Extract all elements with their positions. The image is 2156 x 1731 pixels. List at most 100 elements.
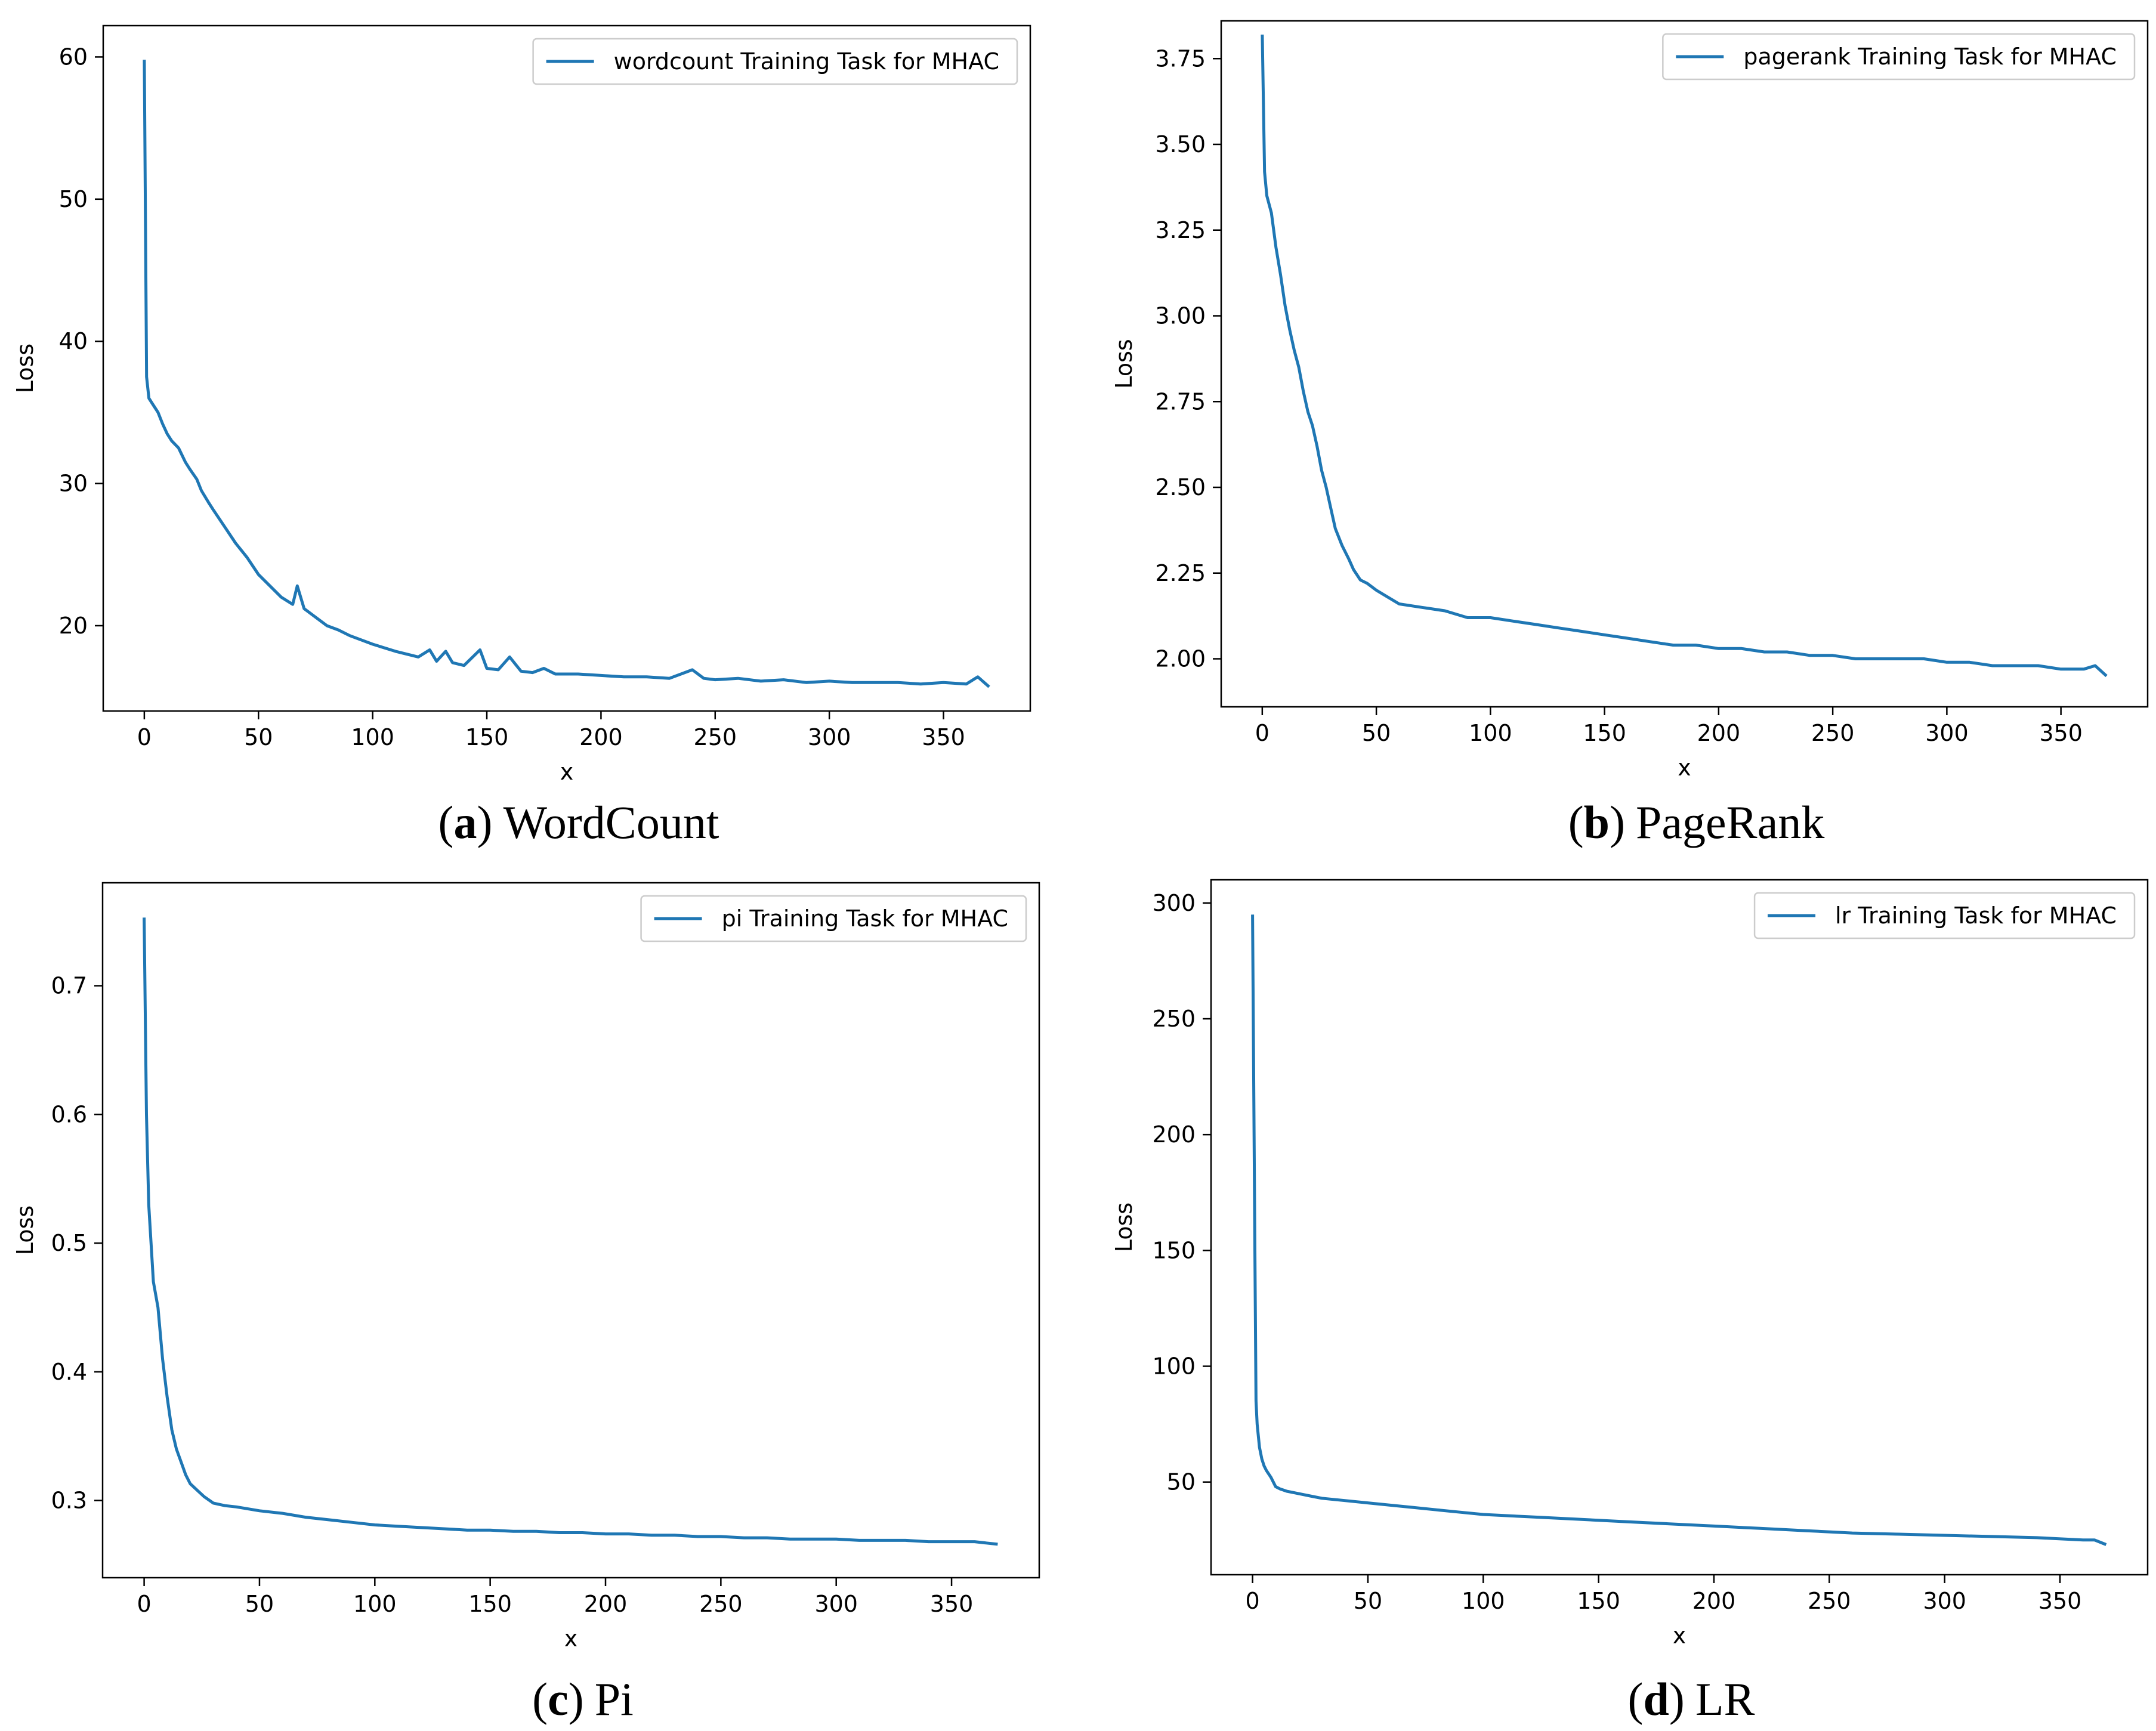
legend-label: pi Training Task for MHAC bbox=[722, 905, 1008, 932]
y-tick-label: 60 bbox=[59, 44, 88, 70]
plot-frame bbox=[102, 24, 1031, 712]
y-tick-label: 3.00 bbox=[1155, 303, 1206, 329]
legend-label: wordcount Training Task for MHAC bbox=[614, 48, 999, 75]
x-tick-label: 200 bbox=[1697, 720, 1741, 746]
x-tick-label: 100 bbox=[351, 724, 394, 750]
y-axis-label: Loss bbox=[12, 344, 38, 393]
x-tick-label: 150 bbox=[468, 1591, 512, 1617]
y-tick-label: 3.25 bbox=[1155, 217, 1206, 243]
y-tick-label: 100 bbox=[1152, 1353, 1196, 1380]
y-tick-label: 3.75 bbox=[1155, 45, 1206, 72]
series-line-c bbox=[143, 917, 998, 1546]
y-axis-label: Loss bbox=[1111, 339, 1137, 388]
x-tick-label: 350 bbox=[2038, 1588, 2082, 1614]
y-tick-label: 300 bbox=[1152, 890, 1196, 916]
y-tick-label: 40 bbox=[59, 328, 88, 354]
x-tick-label: 300 bbox=[1923, 1588, 1966, 1614]
y-tick-label: 2.50 bbox=[1155, 474, 1206, 500]
x-tick-label: 150 bbox=[1577, 1588, 1620, 1614]
caption-close: ) bbox=[569, 1673, 584, 1725]
legend-box bbox=[1753, 892, 2136, 939]
x-tick-label: 0 bbox=[1246, 1588, 1260, 1614]
caption-letter: a bbox=[453, 796, 477, 848]
caption-letter: d bbox=[1643, 1673, 1669, 1725]
legend: pagerank Training Task for MHAC bbox=[1662, 33, 2136, 81]
x-tick-label: 50 bbox=[1362, 720, 1391, 746]
legend-box bbox=[1662, 33, 2136, 81]
legend: pi Training Task for MHAC bbox=[640, 895, 1027, 942]
caption-text: WordCount bbox=[503, 796, 719, 848]
legend-label: lr Training Task for MHAC bbox=[1835, 902, 2117, 929]
panel-caption: (c) Pi bbox=[532, 1673, 634, 1725]
plot-frame bbox=[1220, 20, 2149, 708]
caption-text: Pi bbox=[595, 1673, 634, 1725]
caption-letter: b bbox=[1584, 796, 1610, 848]
series-line-d bbox=[1251, 914, 2107, 1546]
y-tick-label: 0.4 bbox=[51, 1359, 87, 1385]
x-tick-label: 350 bbox=[922, 724, 965, 750]
x-tick-label: 250 bbox=[694, 724, 737, 750]
caption-close: ) bbox=[1610, 796, 1625, 848]
y-tick-label: 0.5 bbox=[51, 1230, 87, 1256]
x-tick-label: 100 bbox=[353, 1591, 397, 1617]
y-tick-label: 200 bbox=[1152, 1121, 1196, 1148]
y-tick-label: 2.25 bbox=[1155, 560, 1206, 586]
y-tick-label: 150 bbox=[1152, 1237, 1196, 1263]
y-tick-label: 0.6 bbox=[51, 1101, 87, 1127]
x-tick-label: 200 bbox=[579, 724, 623, 750]
x-tick-label: 150 bbox=[465, 724, 509, 750]
chart-panel-d: 0 50 100 150 200 250 300 350 50 100 150 200 250 300 x L… bbox=[1111, 879, 2149, 1725]
caption-letter: c bbox=[548, 1673, 569, 1725]
caption-close: ) bbox=[477, 796, 492, 848]
x-tick-label: 100 bbox=[1462, 1588, 1505, 1614]
x-axis-label: x bbox=[1678, 755, 1691, 781]
series-line-b bbox=[1261, 34, 2108, 678]
legend: wordcount Training Task for MHAC bbox=[532, 38, 1018, 85]
y-tick-label: 0.3 bbox=[51, 1488, 87, 1514]
y-tick-label: 3.50 bbox=[1155, 131, 1206, 157]
y-tick-label: 2.00 bbox=[1155, 646, 1206, 672]
caption-text: PageRank bbox=[1636, 796, 1824, 848]
x-axis-label: x bbox=[560, 759, 574, 785]
x-tick-label: 250 bbox=[1808, 1588, 1851, 1614]
y-tick-label: 20 bbox=[59, 613, 88, 639]
x-tick-label: 150 bbox=[1583, 720, 1626, 746]
caption-open: ( bbox=[438, 796, 453, 848]
y-tick-label: 30 bbox=[59, 471, 88, 497]
x-tick-label: 50 bbox=[244, 724, 273, 750]
x-tick-label: 350 bbox=[2039, 720, 2083, 746]
chart-panel-b: 0 50 100 150 200 250 300 350 2.00 2.25 2.50 2.75 3.0… bbox=[1111, 20, 2149, 848]
panel-caption: (a) WordCount bbox=[438, 796, 719, 848]
y-axis-label: Loss bbox=[1111, 1203, 1137, 1252]
x-tick-label: 250 bbox=[699, 1591, 743, 1617]
legend-label: pagerank Training Task for MHAC bbox=[1743, 44, 2117, 70]
y-tick-label: 2.75 bbox=[1155, 388, 1206, 415]
x-tick-label: 0 bbox=[137, 724, 152, 750]
x-axis-label: x bbox=[1673, 1622, 1687, 1649]
x-tick-label: 200 bbox=[1692, 1588, 1736, 1614]
x-tick-label: 50 bbox=[1354, 1588, 1382, 1614]
plot-frame bbox=[101, 882, 1040, 1579]
x-tick-label: 200 bbox=[584, 1591, 628, 1617]
caption-close: ) bbox=[1669, 1673, 1685, 1725]
x-tick-label: 250 bbox=[1811, 720, 1855, 746]
plot-frame bbox=[1210, 879, 2149, 1576]
series-line-a bbox=[143, 60, 990, 688]
legend: lr Training Task for MHAC bbox=[1753, 892, 2136, 939]
x-tick-label: 300 bbox=[808, 724, 851, 750]
x-tick-label: 0 bbox=[1255, 720, 1269, 746]
legend-box bbox=[532, 38, 1018, 85]
x-axis-label: x bbox=[564, 1625, 578, 1652]
y-tick-label: 50 bbox=[1167, 1469, 1196, 1495]
chart-panel-a: 0 50 100 150 200 250 300 350 20 30 40 50 60 x Loss word… bbox=[12, 24, 1031, 848]
x-tick-label: 350 bbox=[930, 1591, 974, 1617]
panel-caption: (b) PageRank bbox=[1568, 796, 1825, 848]
caption-open: ( bbox=[532, 1673, 548, 1725]
y-tick-label: 50 bbox=[59, 186, 88, 212]
panel-caption: (d) LR bbox=[1627, 1673, 1755, 1725]
y-tick-label: 250 bbox=[1152, 1006, 1196, 1032]
x-tick-label: 300 bbox=[814, 1591, 858, 1617]
y-axis-label: Loss bbox=[12, 1205, 38, 1255]
y-tick-label: 0.7 bbox=[51, 973, 87, 999]
